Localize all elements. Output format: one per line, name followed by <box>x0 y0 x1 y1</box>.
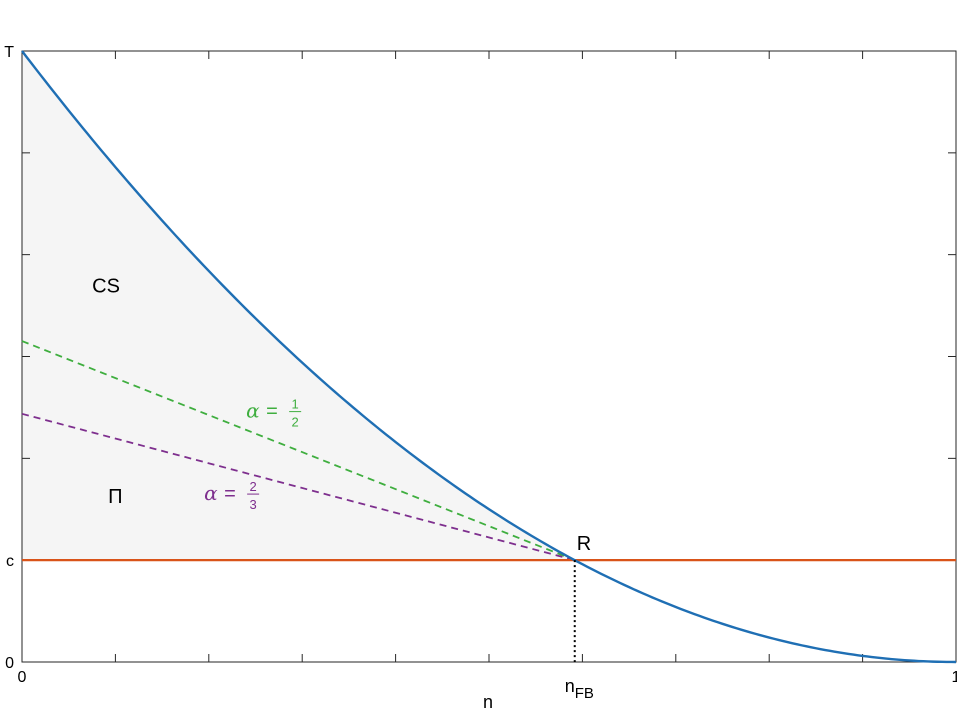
y-tick-label: 0 <box>5 655 14 672</box>
fraction-numerator: 1 <box>292 397 299 412</box>
y-tick-label: T <box>4 44 14 61</box>
fraction-denominator: 3 <box>250 497 257 512</box>
equals-sign: = <box>266 401 278 423</box>
series-group <box>21 50 957 664</box>
x-axis-label: n <box>483 692 493 710</box>
consumer-surplus-shading <box>22 51 575 561</box>
fraction-numerator: 2 <box>250 479 257 494</box>
x-tick-label: 1 <box>952 669 957 686</box>
shaded-region-group <box>22 51 575 561</box>
alpha-symbol: α <box>204 481 218 505</box>
n-fb-label-base: n <box>565 676 575 696</box>
ticks-group: 0 1 0 c T <box>4 44 957 686</box>
n-fb-label: nFB <box>565 676 594 702</box>
demand-curve <box>21 50 957 664</box>
alpha-line-alpha_half <box>21 340 576 561</box>
x-tick-label: 0 <box>18 669 27 686</box>
point-r-label: R <box>577 533 591 555</box>
n-fb-label-subscript: FB <box>575 685 594 702</box>
fraction-denominator: 2 <box>292 415 299 430</box>
pi-region-label: Π <box>108 486 122 508</box>
cs-region-label: CS <box>92 275 120 297</box>
equals-sign: = <box>224 483 236 505</box>
alpha-label-alpha_half: α = 1 2 <box>246 397 302 430</box>
alpha-symbol: α <box>246 399 260 423</box>
y-tick-label: c <box>6 553 14 570</box>
alpha-label-alpha_two_thirds: α = 2 3 <box>204 479 260 512</box>
